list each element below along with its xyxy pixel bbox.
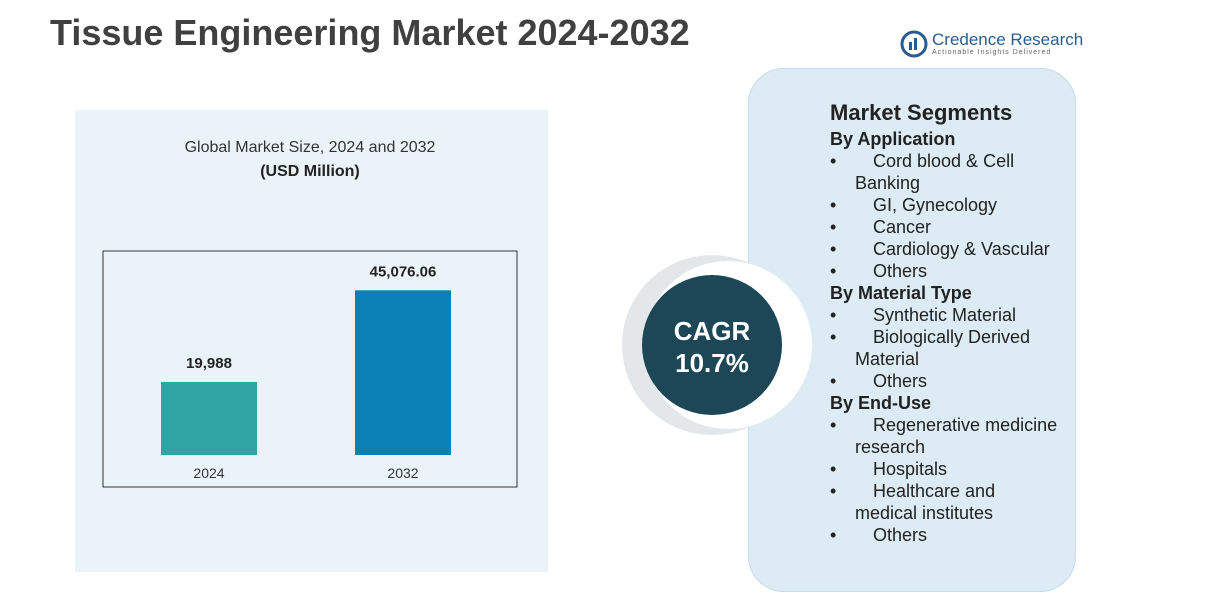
logo-name: Credence Research <box>932 30 1084 49</box>
segment-item: Others <box>830 524 1060 546</box>
segments-title: Market Segments <box>830 100 1013 125</box>
chart-title: Global Market Size, 2024 and 2032 <box>185 139 436 156</box>
logo-icon <box>900 30 928 58</box>
segment-list: Synthetic MaterialBiologically Derived M… <box>830 304 1060 392</box>
segment-item: Others <box>830 260 1060 282</box>
segment-list: Cord blood & Cell BankingGI, GynecologyC… <box>830 150 1060 282</box>
segment-item: Healthcare and medical institutes <box>830 480 1060 524</box>
segment-item: Biologically Derived Material <box>830 326 1060 370</box>
segment-list: Regenerative medicine researchHospitalsH… <box>830 414 1060 546</box>
chart-subtitle: (USD Million) <box>260 163 360 180</box>
segment-item: Cancer <box>830 216 1060 238</box>
x-tick-label: 2024 <box>193 465 224 481</box>
segment-item: GI, Gynecology <box>830 194 1060 216</box>
logo-tagline: Actionable Insights Delivered <box>932 49 1052 56</box>
segment-item: Others <box>830 370 1060 392</box>
segments: Market Segments By ApplicationCord blood … <box>830 100 1060 546</box>
chart-panel <box>75 110 548 572</box>
segment-heading: By Material Type <box>830 283 972 303</box>
cagr-label: CAGR <box>674 316 751 346</box>
bar <box>161 381 257 455</box>
segment-item: Synthetic Material <box>830 304 1060 326</box>
value-label: 19,988 <box>186 355 232 372</box>
segment-item: Cord blood & Cell Banking <box>830 150 1060 194</box>
bar <box>355 290 451 455</box>
segment-item: Cardiology & Vascular <box>830 238 1060 260</box>
x-tick-label: 2032 <box>387 465 418 481</box>
value-label: 45,076.06 <box>370 263 437 280</box>
segment-item: Regenerative medicine research <box>830 414 1060 458</box>
cagr-circle <box>642 275 782 415</box>
chart-frame <box>102 250 518 488</box>
page-title: Tissue Engineering Market 2024-2032 <box>50 12 690 53</box>
segment-item: Hospitals <box>830 458 1060 480</box>
segment-heading: By End-Use <box>830 393 932 413</box>
segment-heading: By Application <box>830 129 956 149</box>
cagr-value: 10.7% <box>675 348 749 378</box>
